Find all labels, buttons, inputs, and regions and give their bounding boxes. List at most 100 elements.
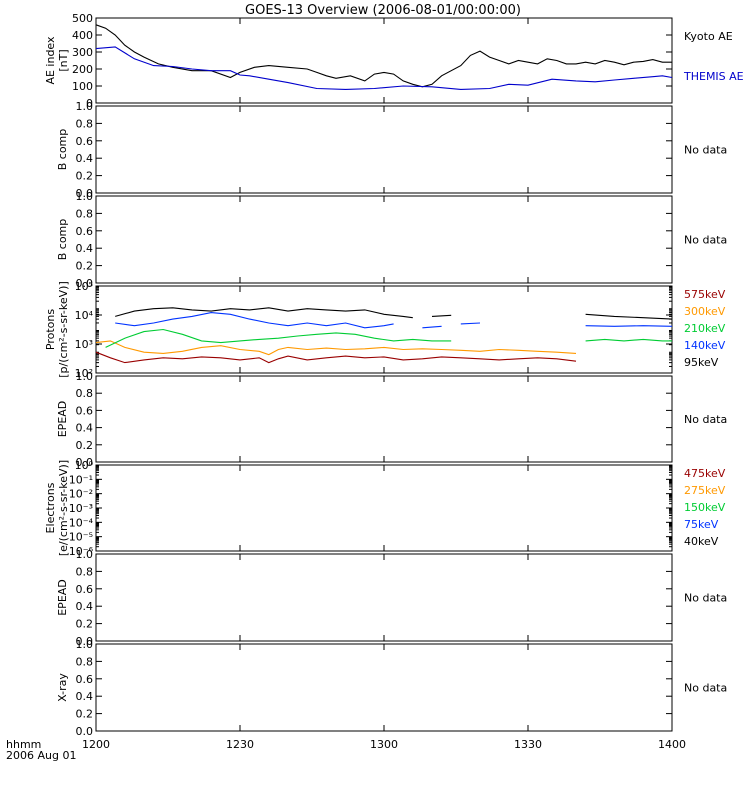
y-tick-label: 10⁻¹ <box>69 473 93 486</box>
legend-entry: 475keV <box>684 467 726 480</box>
legend-entry: THEMIS AE <box>683 70 744 83</box>
panel-ae: 0 100 200 300 400 500 AE index [nT] Kyoto AE THEM… <box>44 12 744 110</box>
y-axis-label: EPEAD <box>56 579 69 616</box>
y-tick-label: 10⁻² <box>69 488 93 501</box>
y-axis-label: [e/(cm²-s-sr-keV)] <box>57 460 70 556</box>
y-axis-label: B comp <box>56 219 69 261</box>
y-axis-label: B comp <box>56 129 69 171</box>
y-tick-label: 0.6 <box>76 583 94 596</box>
panel-epead2: 0.0 0.2 0.4 0.6 0.8 1.0 EPEAD No data <box>56 548 727 648</box>
y-tick-label: 0.0 <box>76 187 94 200</box>
series-line-140kev <box>115 312 394 329</box>
y-tick-label: 0.2 <box>76 170 94 183</box>
series-line-300kev <box>95 340 577 356</box>
legend-entry: 140keV <box>684 339 726 352</box>
y-tick-label: 0.8 <box>76 565 94 578</box>
panel-frame <box>95 553 673 642</box>
panels-group: 0 100 200 300 400 500 AE index [nT] Kyoto AE THEM… <box>44 12 744 738</box>
panel-xray: 0.0 0.2 0.4 0.6 0.8 1.0 X-ray No data <box>56 638 727 738</box>
y-tick-label: 1.0 <box>76 100 94 113</box>
x-tick-label: 1400 <box>658 738 686 751</box>
panel-bcomp2: 0.0 0.2 0.4 0.6 0.8 1.0 B comp No data <box>56 190 727 290</box>
y-tick-label: 300 <box>72 46 93 59</box>
legend-entry: 300keV <box>684 305 726 318</box>
x-axis: 1200 1230 1300 1330 1400 <box>82 738 686 751</box>
y-tick-label: 0.6 <box>76 225 94 238</box>
series-line-kyoto-ae <box>95 24 672 88</box>
series-group <box>95 307 673 364</box>
legend-entry: 75keV <box>684 518 719 531</box>
series-line-210kev <box>105 328 452 348</box>
x-axis-corner-label-date: 2006 Aug 01 <box>6 749 76 762</box>
y-tick-label: 0.4 <box>76 242 94 255</box>
y-tick-label: 1.0 <box>76 190 94 203</box>
y-axis-label: EPEAD <box>56 401 69 438</box>
panel-frame <box>95 464 673 552</box>
y-axis-label: Electrons <box>44 482 57 533</box>
y-tick-label: 0.8 <box>76 387 94 400</box>
series-line-themis-ae <box>95 46 673 90</box>
y-tick-label: 0.2 <box>76 260 94 273</box>
y-tick-label: 10⁻⁴ <box>69 516 94 529</box>
y-tick-label: 10⁻³ <box>69 502 93 515</box>
y-tick-label: 0.6 <box>76 135 94 148</box>
legend-entry: 150keV <box>684 501 726 514</box>
series-line-95kev <box>431 314 452 317</box>
y-tick-label: 10⁴ <box>75 309 94 322</box>
panel-protons: 10² 10³ 10⁴ 10⁵ Protons [p/(cm²-s-sr-keV)] 575… <box>44 280 726 380</box>
y-tick-label: 10⁻⁵ <box>69 531 93 544</box>
y-axis-label: Protons <box>44 309 57 350</box>
y-tick-label: 0 <box>86 97 93 110</box>
panel-frame <box>95 643 673 732</box>
no-data-label: No data <box>684 234 727 247</box>
panel-frame <box>95 195 673 284</box>
series-line-140kev <box>460 322 481 325</box>
y-tick-label: 10³ <box>75 338 93 351</box>
y-tick-label: 1.0 <box>76 548 94 561</box>
y-tick-label: 0.4 <box>76 690 94 703</box>
legend-entry: 95keV <box>684 356 719 369</box>
x-tick-label: 1300 <box>370 738 398 751</box>
x-tick-label: 1200 <box>82 738 110 751</box>
panel-bcomp1: 0.0 0.2 0.4 0.6 0.8 1.0 B comp No data <box>56 100 727 200</box>
legend-entry: 40keV <box>684 535 719 548</box>
legend-entry: Kyoto AE <box>684 30 733 43</box>
y-tick-label: 0.0 <box>76 456 94 469</box>
series-group <box>95 24 673 90</box>
y-axis-label: [p/(cm²-s-sr-keV)] <box>57 281 70 378</box>
series-line-95kev <box>115 307 413 319</box>
series-line-575kev <box>95 351 577 364</box>
y-axis-label: AE index <box>44 36 57 85</box>
y-tick-label: 500 <box>72 12 93 25</box>
y-tick-label: 0.2 <box>76 618 94 631</box>
y-tick-label: 0.4 <box>76 422 94 435</box>
y-tick-label: 100 <box>72 80 93 93</box>
y-tick-label: 0.8 <box>76 117 94 130</box>
series-line-210kev <box>585 338 672 342</box>
y-tick-label: 200 <box>72 63 93 76</box>
x-tick-label: 1330 <box>514 738 542 751</box>
y-tick-label: 0.2 <box>76 439 94 452</box>
y-tick-label: 1.0 <box>76 370 94 383</box>
y-tick-label: 10² <box>75 367 93 380</box>
series-line-140kev <box>422 325 442 329</box>
y-tick-label: 0.8 <box>76 207 94 220</box>
legend-entry: 275keV <box>684 484 726 497</box>
y-axis-label: [nT] <box>57 49 70 71</box>
y-tick-label: 0.0 <box>76 725 94 738</box>
no-data-label: No data <box>684 592 727 605</box>
legend-entry: 575keV <box>684 288 726 301</box>
y-tick-label: 0.6 <box>76 404 94 417</box>
panel-epead1: 0.0 0.2 0.4 0.6 0.8 1.0 EPEAD No data <box>56 370 727 469</box>
y-tick-label: 0.4 <box>76 152 94 165</box>
y-tick-label: 0.6 <box>76 673 94 686</box>
x-tick-label: 1230 <box>226 738 254 751</box>
no-data-label: No data <box>684 682 727 695</box>
legend-entry: 210keV <box>684 322 726 335</box>
y-tick-label: 10⁵ <box>75 280 93 293</box>
panel-frame <box>95 17 673 104</box>
panel-frame <box>95 105 673 194</box>
panel-frame <box>95 375 673 463</box>
